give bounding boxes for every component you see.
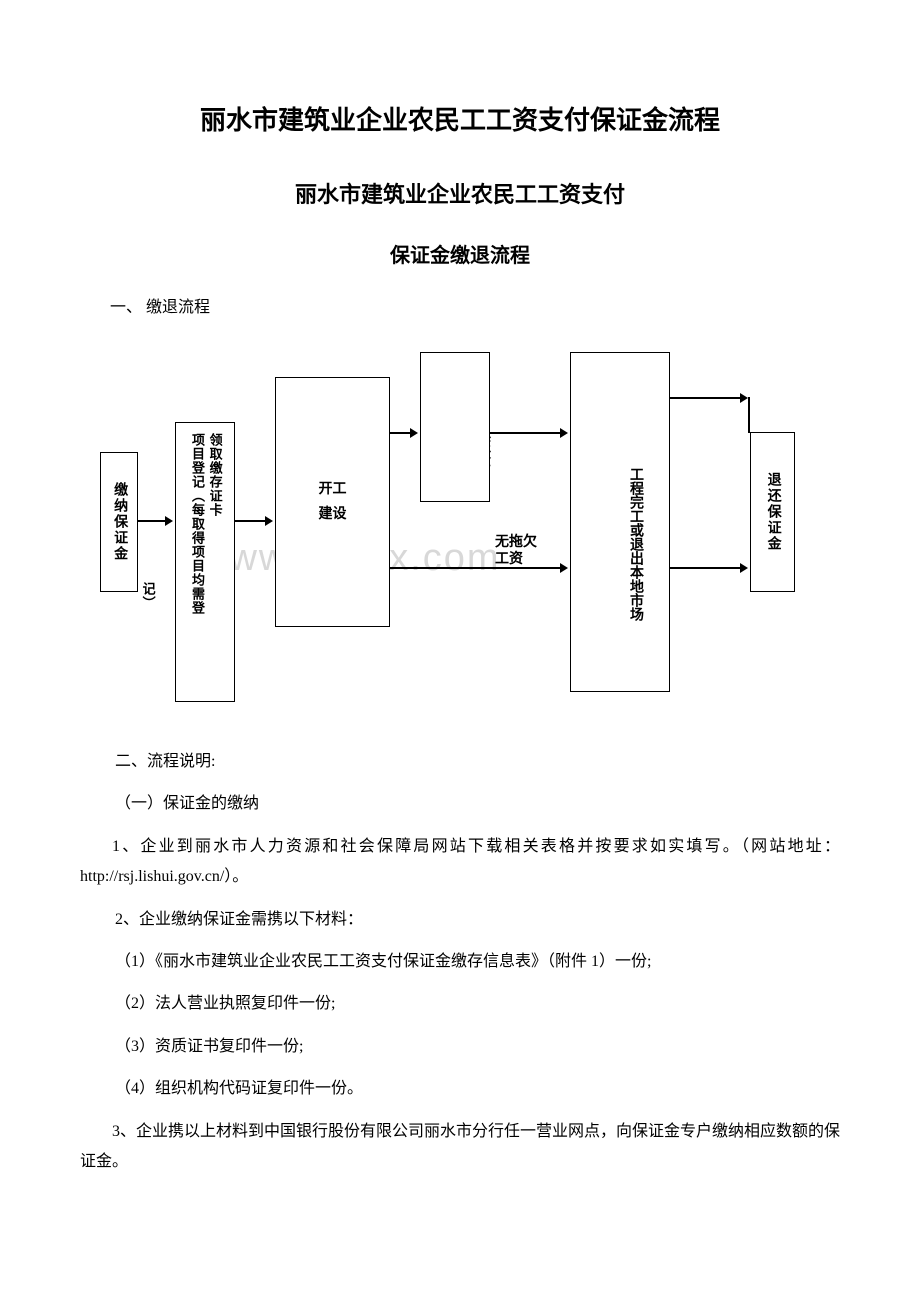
list-item-4: （4）组织机构代码证复印件一份。 [80,1074,840,1104]
node-construction: 开工 建设 [275,377,390,627]
connector [138,520,167,522]
label-no-owed: 无拖欠工资 [495,535,543,569]
subsection-a-header: （一）保证金的缴纳 [80,789,840,819]
node-pay-deposit: 缴纳保证金 [100,452,138,592]
connector [670,397,742,399]
paragraph-1: 1、企业到丽水市人力资源和社会保障局网站下载相关表格并按要求如实填写。（网站地址… [80,832,840,893]
arrow-icon [560,563,568,573]
arrow-icon [165,516,173,526]
arrow-icon [265,516,273,526]
connector [670,567,742,569]
arrow-icon [740,393,748,403]
subtitle-line-2: 保证金缴退流程 [80,239,840,268]
node-return-deposit: 退还保证金 [750,432,795,592]
node-use-deposit [420,352,490,502]
connector [490,432,562,434]
node-register: 项目登记（每取得项目均需登 领取缴存证卡 [175,422,235,702]
connector [235,520,267,522]
section-2-header: 二、流程说明: [80,747,840,777]
list-item-2: （2）法人营业执照复印件一份; [80,989,840,1019]
paragraph-2: 2、企业缴纳保证金需携以下材料： [80,905,840,935]
node-register-text-1: 领取缴存证卡 [207,433,223,517]
connector [390,432,412,434]
arrow-icon [560,428,568,438]
flowchart-container: www.bdocx.com 缴纳保证金 项目登记（每取得项目均需登 领取缴存证卡… [80,337,840,717]
paragraph-3: 3、企业携以上材料到中国银行股份有限公司丽水市分行任一营业网点，向保证金专户缴纳… [80,1117,840,1178]
node-register-text-2: 项目登记（每取得项目均需登 [189,433,205,615]
node-pay-deposit-text: 缴纳保证金 [110,482,128,562]
list-item-3: （3）资质证书复印件一份; [80,1032,840,1062]
construction-line2: 建设 [319,507,347,522]
node-register-text-3: 记） [140,582,156,610]
list-item-1: （1）《丽水市建筑业企业农民工工资支付保证金缴存信息表》（附件 1）一份; [80,947,840,977]
arrow-icon [410,428,418,438]
label-complete: 工程完工或退出本地市场 [625,467,645,621]
arrow-icon [740,563,748,573]
subtitle-line-1: 丽水市建筑业企业农民工工资支付 [80,177,840,209]
node-return-text: 退还保证金 [763,472,781,552]
section-1-header: 一、 缴退流程 [80,293,840,317]
construction-line1: 开工 [319,482,347,497]
connector [748,397,750,433]
main-title: 丽水市建筑业企业农民工工资支付保证金流程 [80,100,840,137]
node-construction-text: 开工 建设 [319,477,347,527]
node-complete [570,352,670,692]
